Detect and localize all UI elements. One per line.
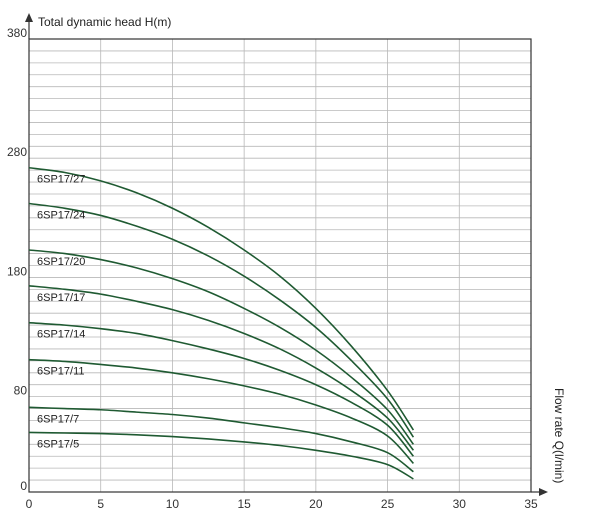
x-tick-label: 25 <box>381 497 395 511</box>
series-line <box>28 358 414 464</box>
chart-series <box>28 166 415 480</box>
series-label: 6SP17/14 <box>37 329 85 341</box>
series-line <box>28 431 414 480</box>
series-line <box>28 321 415 457</box>
series-line <box>28 202 415 438</box>
series-label: 6SP17/17 <box>37 292 85 304</box>
x-axis-title: Flow rate Q(l/min) <box>552 388 566 483</box>
x-tick-label: 20 <box>309 497 323 511</box>
series-label: 6SP17/20 <box>37 256 85 268</box>
x-tick-label: 5 <box>97 497 104 511</box>
y-tick-label: 280 <box>7 145 27 159</box>
y-tick-label: 180 <box>7 264 27 278</box>
x-axis-arrow <box>539 488 548 496</box>
series-label: 6SP17/24 <box>37 210 85 222</box>
y-tick-label: 0 <box>20 479 27 493</box>
y-tick-label: 80 <box>14 384 28 398</box>
series-line <box>28 284 415 451</box>
x-tick-label: 30 <box>453 497 467 511</box>
series-line <box>28 406 414 473</box>
y-axis-title: Total dynamic head H(m) <box>38 15 171 29</box>
y-tick-label: 380 <box>7 26 27 40</box>
series-label: 6SP17/11 <box>37 366 85 378</box>
chart-axes: 0 5 10 15 20 25 30 35 0 80 180 280 380 <box>7 13 548 511</box>
chart-grid <box>29 39 531 492</box>
x-tick-label: 10 <box>166 497 180 511</box>
series-label: 6SP17/5 <box>37 438 79 450</box>
x-tick-label: 35 <box>524 497 538 511</box>
plot-frame <box>28 38 532 493</box>
x-tick-label: 15 <box>237 497 251 511</box>
series-label: 6SP17/27 <box>37 174 85 186</box>
series-line <box>28 249 415 445</box>
y-axis-arrow <box>25 13 33 22</box>
series-label: 6SP17/7 <box>37 413 79 425</box>
x-tick-label: 0 <box>26 497 33 511</box>
series-line <box>28 166 415 431</box>
chart-labels: 6SP17/27 6SP17/24 6SP17/20 6SP17/17 6SP17/14… <box>37 174 85 451</box>
